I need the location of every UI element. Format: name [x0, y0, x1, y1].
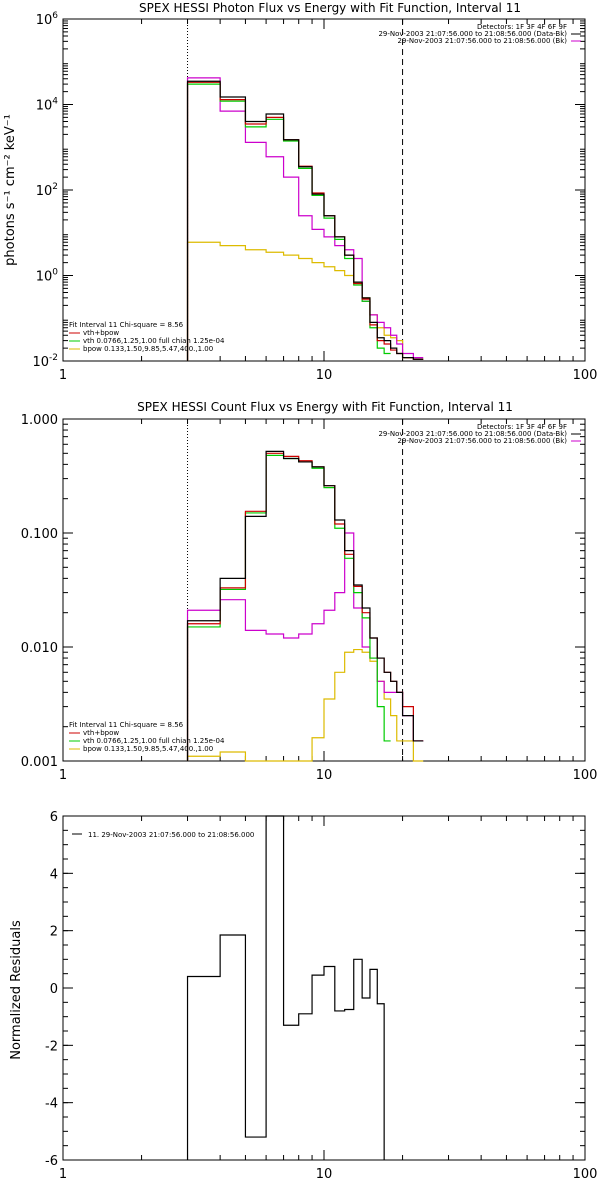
count-series: [186, 450, 424, 762]
residuals-y-tick-labels: -6 -4 -2 0 2 4 6: [45, 810, 58, 1169]
y-tick-label: -2: [45, 1039, 58, 1054]
legend-vth: vth 0.0766,1.25,1.00 full chian 1.25e-04: [83, 337, 225, 345]
x-tick-label: 10: [316, 768, 333, 783]
count-flux-title: SPEX HESSI Count Flux vs Energy with Fit…: [137, 400, 513, 414]
series-bpow-line: [186, 648, 424, 762]
series-vth-bpow-line: [186, 81, 424, 361]
series-bk-line: [186, 77, 424, 361]
legend-fit-interval: Fit Interval 11 Chi-square = 8.56: [69, 721, 184, 729]
residuals-series: [186, 815, 385, 1160]
count-flux-panel: SPEX HESSI Count Flux vs Energy with Fit…: [21, 400, 598, 783]
count-x-tick-labels: 1 10 100: [59, 768, 598, 783]
x-tick-label: 10: [316, 1167, 333, 1182]
x-tick-label: 1: [59, 368, 67, 383]
series-residuals-line: [186, 815, 385, 1160]
legend-bpow: bpow 0.133,1.50,9.85,5.47,400.,1.00: [83, 345, 213, 353]
y-tick-label: 2: [50, 925, 58, 940]
count-legend-bottomleft: Fit Interval 11 Chi-square = 8.56 vth+bp…: [69, 721, 225, 753]
y-tick-label: 1.000: [21, 413, 58, 428]
legend-vth-bpow: vth+bpow: [83, 729, 119, 737]
legend-vth-bpow: vth+bpow: [83, 329, 119, 337]
photon-flux-title: SPEX HESSI Photon Flux vs Energy with Fi…: [139, 1, 521, 15]
series-data-bk-line: [186, 450, 424, 761]
series-vth-bpow-line: [186, 452, 424, 761]
photon-y-tick-labels: 10-2 100 102 104 106: [32, 11, 58, 370]
y-tick-label: -4: [45, 1097, 58, 1112]
series-bpow-line: [186, 241, 424, 361]
legend-data-interval: 29-Nov-2003 21:07:56.000 to 21:08:56.000…: [378, 430, 567, 438]
photon-legend-bottomleft: Fit Interval 11 Chi-square = 8.56 vth+bp…: [69, 321, 225, 353]
count-legend-topright: Detectors: 1F 3F 4F 6F 9F 29-Nov-2003 21…: [378, 423, 581, 445]
y-tick-label: 106: [36, 11, 59, 28]
y-tick-label: 4: [50, 867, 58, 882]
photon-series: [186, 77, 424, 361]
residuals-panel: 1 10 100 -6 -4 -2 0 2 4 6 Normalized Res…: [9, 810, 597, 1182]
series-vth-line: [186, 83, 391, 361]
x-tick-label: 1: [59, 1167, 67, 1182]
photon-x-tick-labels: 1 10 100: [59, 368, 598, 383]
legend-data-interval: 29-Nov-2003 21:07:56.000 to 21:08:56.000…: [378, 30, 567, 38]
series-bk-line: [186, 532, 424, 761]
y-tick-label: 0: [50, 982, 58, 997]
x-tick-label: 100: [573, 1167, 598, 1182]
residuals-plot-frame: [62, 815, 586, 1161]
y-tick-label: 0.100: [21, 527, 58, 542]
photon-legend-topright: Detectors: 1F 3F 4F 6F 9F 29-Nov-2003 21…: [378, 23, 581, 45]
y-tick-label: -6: [45, 1154, 58, 1169]
legend-bk-interval: 29-Nov-2003 21:07:56.000 to 21:08:56.000…: [397, 37, 567, 45]
count-minor-ticks: [62, 418, 586, 762]
y-tick-label: 0.001: [21, 755, 58, 770]
residuals-legend: 11. 29-Nov-2003 21:07:56.000 to 21:08:56…: [88, 831, 254, 839]
legend-detectors: Detectors: 1F 3F 4F 6F 9F: [477, 23, 567, 31]
y-tick-label: 104: [36, 97, 59, 114]
x-tick-label: 1: [59, 768, 67, 783]
legend-fit-interval: Fit Interval 11 Chi-square = 8.56: [69, 321, 184, 329]
photon-minor-ticks: [62, 18, 586, 362]
legend-detectors: Detectors: 1F 3F 4F 6F 9F: [477, 423, 567, 431]
y-tick-label: 6: [50, 810, 58, 825]
residuals-y-axis-label: Normalized Residuals: [9, 920, 24, 1060]
photon-plot-frame: [62, 18, 586, 362]
residuals-x-tick-labels: 1 10 100: [59, 1167, 598, 1182]
photon-flux-panel: SPEX HESSI Photon Flux vs Energy with Fi…: [3, 1, 597, 383]
legend-vth: vth 0.0766,1.25,1.00 full chian 1.25e-04: [83, 737, 225, 745]
x-tick-label: 100: [573, 368, 598, 383]
y-tick-label: 100: [36, 268, 59, 285]
count-y-tick-labels: 0.001 0.010 0.100 1.000: [21, 413, 58, 770]
photon-y-axis-label: photons s⁻¹ cm⁻² keV⁻¹: [3, 114, 18, 266]
y-tick-label: 0.010: [21, 641, 58, 656]
y-tick-label: 102: [36, 182, 58, 199]
y-tick-label: 10-2: [32, 353, 58, 370]
residuals-minor-ticks: [62, 815, 586, 1161]
legend-bk-interval: 29-Nov-2003 21:07:56.000 to 21:08:56.000…: [397, 437, 567, 445]
series-data-bk-line: [186, 80, 424, 361]
legend-bpow: bpow 0.133,1.50,9.85,5.47,400.,1.00: [83, 745, 213, 753]
x-tick-label: 100: [573, 768, 598, 783]
x-tick-label: 10: [316, 368, 333, 383]
